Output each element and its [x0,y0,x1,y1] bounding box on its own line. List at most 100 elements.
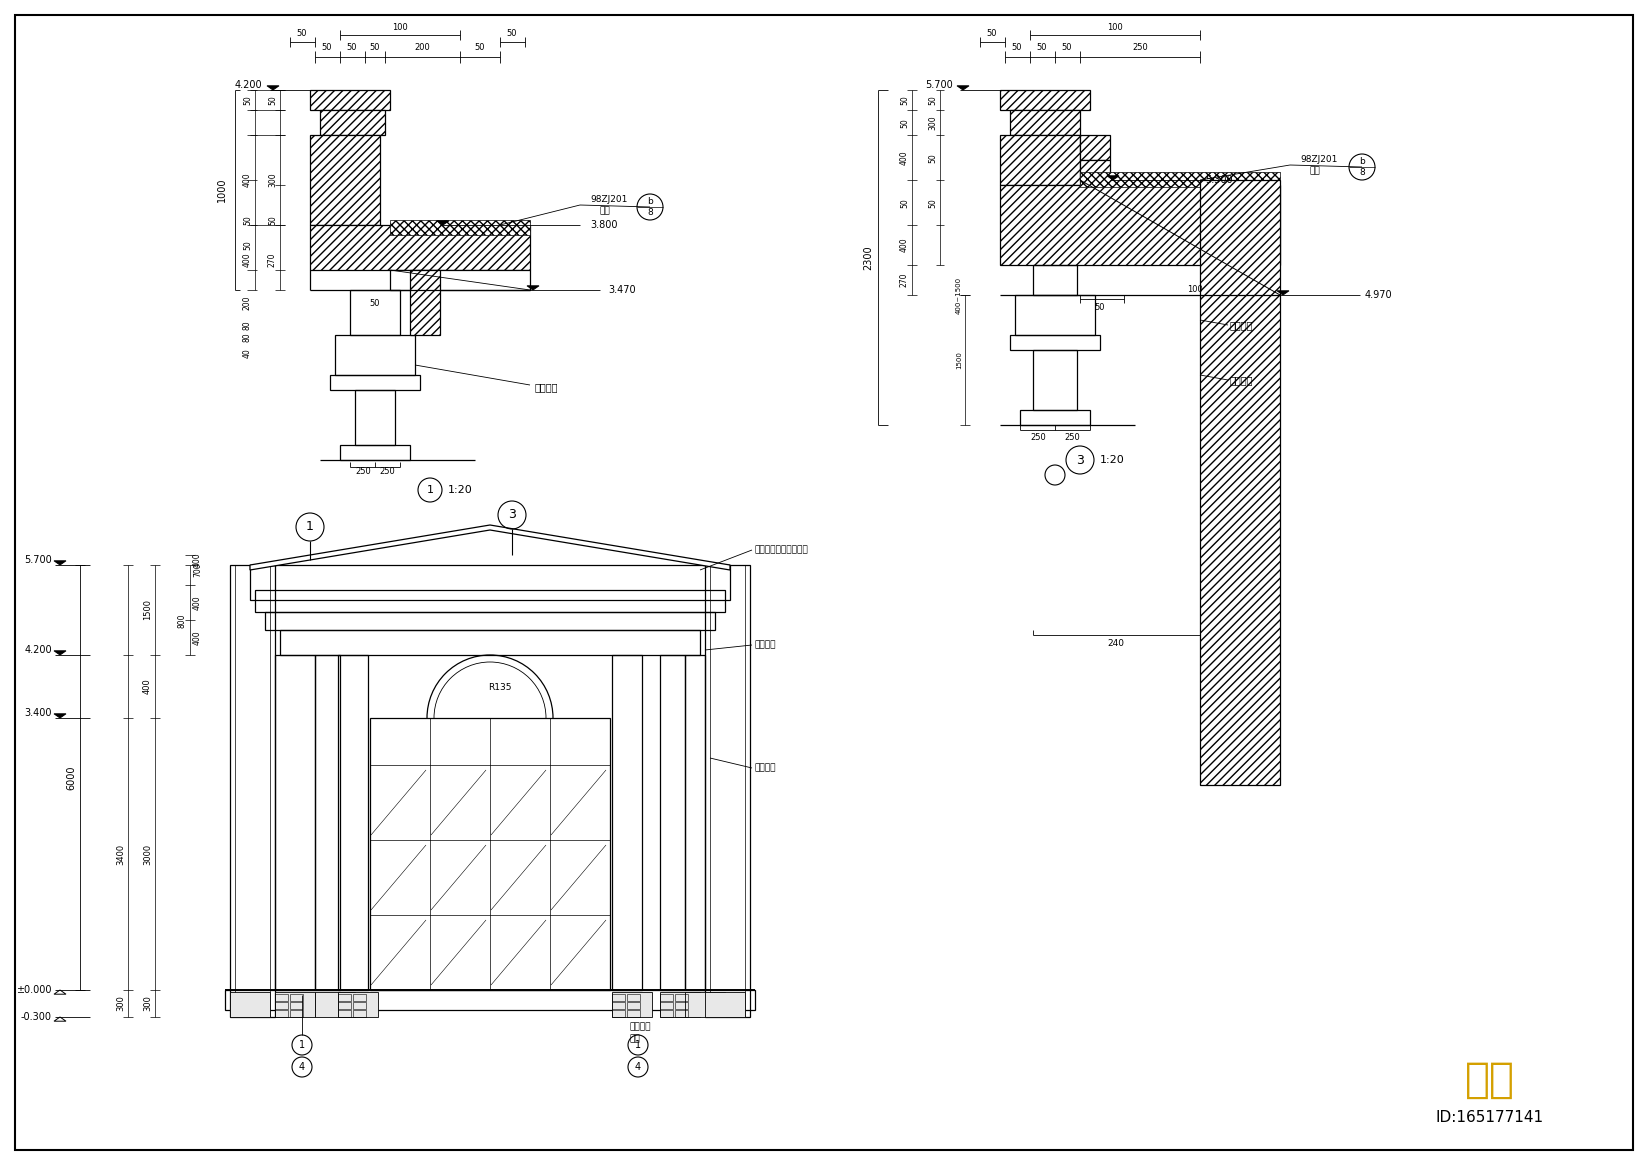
Polygon shape [54,560,66,565]
Text: 200: 200 [414,42,430,51]
Text: 50: 50 [900,198,910,207]
Text: 400: 400 [193,595,203,609]
Bar [275,994,288,1001]
Text: 300: 300 [115,996,125,1011]
Bar [1020,410,1089,425]
Polygon shape [54,714,66,718]
Polygon shape [54,651,66,655]
Bar [338,1002,351,1009]
Bar [1000,90,1089,110]
Bar [659,655,686,990]
Polygon shape [437,221,448,225]
Text: 50: 50 [1094,304,1106,312]
Text: 50: 50 [369,42,381,51]
Bar [315,993,354,1017]
Bar [611,655,643,990]
Text: 3: 3 [508,508,516,522]
Bar [1033,350,1078,410]
Polygon shape [250,525,730,570]
Bar [611,993,653,1017]
Bar [371,718,610,990]
Bar [710,565,745,1017]
Bar [1000,135,1079,185]
Text: 5.300: 5.300 [1205,175,1233,185]
Text: 98ZJ201: 98ZJ201 [1300,155,1338,164]
Text: 知末: 知末 [1465,1059,1515,1101]
Text: 3400: 3400 [115,843,125,864]
Text: 50: 50 [242,216,252,225]
Bar [339,445,410,460]
Text: 300: 300 [928,115,938,130]
Text: 50: 50 [269,216,277,225]
Bar [265,612,715,630]
Bar [310,225,531,270]
Text: 400: 400 [193,630,203,644]
Polygon shape [391,270,531,290]
Bar [353,1010,366,1017]
Bar [275,655,315,990]
Bar [686,655,705,990]
Text: 50: 50 [346,42,358,51]
Bar [1079,135,1111,160]
Text: 1: 1 [298,1040,305,1050]
Text: 80: 80 [242,320,252,330]
Text: 50: 50 [506,29,517,38]
Bar [626,1010,639,1017]
Text: ID:165177141: ID:165177141 [1435,1109,1544,1124]
Text: 700: 700 [193,563,203,578]
Polygon shape [1107,176,1119,181]
Bar [626,994,639,1001]
Text: 1: 1 [307,521,313,534]
Text: 270: 270 [269,253,277,267]
Text: 3000: 3000 [143,843,152,864]
Bar [236,565,270,1017]
Text: 50: 50 [928,153,938,163]
Text: 成品柱帽: 成品柱帽 [755,641,776,650]
Text: 50: 50 [900,118,910,128]
Bar [676,1010,687,1017]
Text: 40: 40 [242,348,252,358]
Text: 1000: 1000 [218,178,227,203]
Text: 泛水: 泛水 [1310,167,1320,176]
Text: 1:20: 1:20 [1099,456,1124,465]
Bar [231,993,270,1017]
Bar [659,993,700,1017]
Text: 3.400: 3.400 [25,708,53,718]
Text: 250: 250 [354,467,371,476]
Text: 成品线条: 成品线条 [1229,375,1254,384]
Text: 50: 50 [242,96,252,105]
Text: -0.300: -0.300 [21,1012,53,1022]
Bar [611,1002,625,1009]
Bar [226,990,755,1010]
Text: 240: 240 [1107,638,1124,648]
Text: 3.470: 3.470 [608,285,636,295]
Bar [349,290,400,336]
Text: 400~1500: 400~1500 [956,276,962,313]
Text: 50: 50 [928,198,938,207]
Bar [391,220,531,235]
Text: 1: 1 [427,485,433,495]
Polygon shape [1277,291,1289,295]
Text: 6000: 6000 [66,765,76,790]
Bar [659,1010,672,1017]
Bar [1000,185,1280,264]
Bar [705,565,750,1017]
Text: 50: 50 [475,42,485,51]
Bar [353,1002,366,1009]
Text: 8: 8 [1360,168,1365,177]
Text: 50: 50 [369,298,381,308]
Bar [1010,110,1079,135]
Bar [290,1010,303,1017]
Text: 1500: 1500 [956,351,962,369]
Polygon shape [54,1017,66,1022]
Text: 灰色毛石: 灰色毛石 [630,1023,651,1031]
Bar [338,655,368,990]
Text: 50: 50 [297,29,307,38]
Bar [275,993,315,1017]
Text: 4: 4 [298,1062,305,1072]
Bar [335,336,415,375]
Text: 100: 100 [1187,285,1203,295]
Text: 100: 100 [1107,22,1122,31]
Bar [338,993,377,1017]
Text: 50: 50 [1061,42,1073,51]
